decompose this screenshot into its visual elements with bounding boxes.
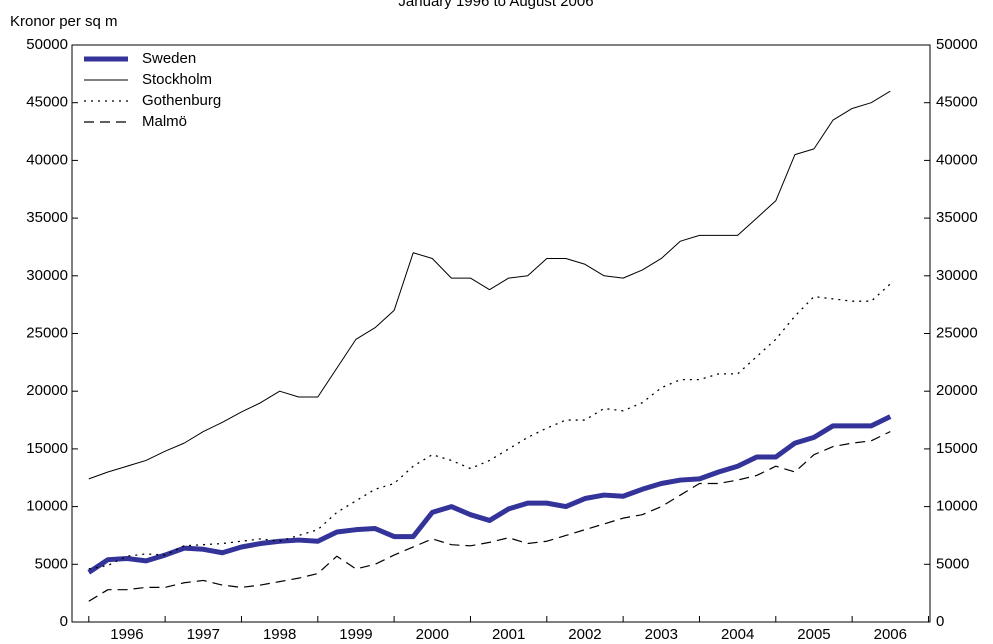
y2-tick-label: 50000 bbox=[936, 36, 978, 53]
legend-label: Sweden bbox=[142, 50, 196, 67]
y-tick-label: 10000 bbox=[26, 498, 68, 515]
x-tick-label: 2002 bbox=[568, 626, 601, 643]
y2-tick-label: 30000 bbox=[936, 267, 978, 284]
y2-tick-label: 0 bbox=[936, 613, 944, 630]
y-tick-label: 5000 bbox=[35, 555, 68, 572]
line-series bbox=[87, 414, 892, 575]
x-tick-label: 1998 bbox=[263, 626, 296, 643]
x-tick-label: 1997 bbox=[187, 626, 220, 643]
y2-tick-label: 10000 bbox=[936, 498, 978, 515]
y-tick-label: 30000 bbox=[26, 267, 68, 284]
x-tick-label: 2003 bbox=[645, 626, 678, 643]
y2-tick-label: 35000 bbox=[936, 209, 978, 226]
legend-label: Gothenburg bbox=[142, 92, 221, 109]
legend-label: Stockholm bbox=[142, 71, 212, 88]
x-tick-label: 2004 bbox=[721, 626, 754, 643]
y-axis-label: Kronor per sq m bbox=[10, 13, 118, 30]
y2-tick-label: 45000 bbox=[936, 94, 978, 111]
y-tick-label: 40000 bbox=[26, 151, 68, 168]
y-tick-label: 35000 bbox=[26, 209, 68, 226]
chart-title: January 1996 to August 2006 bbox=[398, 0, 593, 10]
y2-tick-label: 15000 bbox=[936, 440, 978, 457]
x-tick-label: 2001 bbox=[492, 626, 525, 643]
line-series bbox=[88, 431, 891, 602]
y2-tick-label: 20000 bbox=[936, 382, 978, 399]
x-tick-label: 2000 bbox=[416, 626, 449, 643]
y-tick-label: 20000 bbox=[26, 382, 68, 399]
y-tick-label: 45000 bbox=[26, 94, 68, 111]
y2-tick-label: 25000 bbox=[936, 324, 978, 341]
legend-label: Malmö bbox=[142, 113, 187, 130]
y-tick-label: 0 bbox=[60, 613, 68, 630]
x-tick-label: 1999 bbox=[339, 626, 372, 643]
plot-frame bbox=[71, 44, 931, 623]
y-tick-label: 25000 bbox=[26, 324, 68, 341]
y2-tick-label: 5000 bbox=[936, 555, 969, 572]
y2-tick-label: 40000 bbox=[936, 151, 978, 168]
y-tick-label: 15000 bbox=[26, 440, 68, 457]
x-tick-label: 2006 bbox=[874, 626, 907, 643]
x-tick-label: 1996 bbox=[110, 626, 143, 643]
y-tick-label: 50000 bbox=[26, 36, 68, 53]
line-series bbox=[88, 90, 891, 480]
x-tick-label: 2005 bbox=[797, 626, 830, 643]
line-series bbox=[88, 283, 891, 570]
